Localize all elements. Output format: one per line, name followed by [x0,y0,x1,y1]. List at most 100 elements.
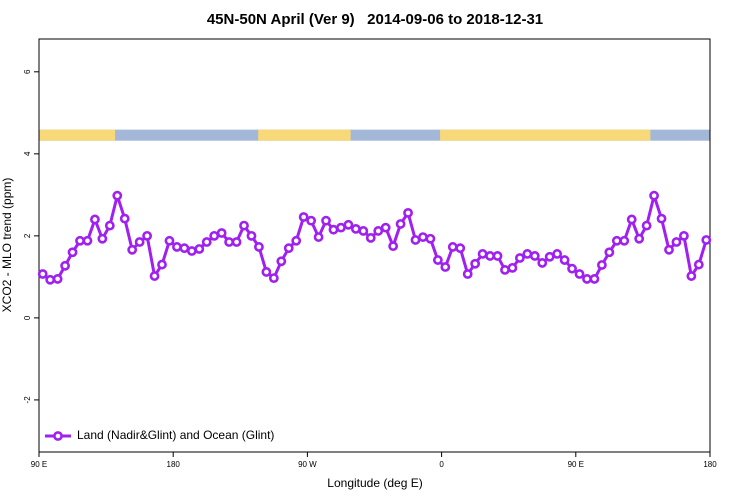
data-point [455,243,466,254]
data-point [514,253,525,263]
data-point [679,230,689,241]
data-point [649,190,659,201]
data-point [142,230,153,241]
data-point [641,220,652,231]
data-point [306,215,317,226]
data-point [611,235,622,246]
data-point [194,244,205,254]
y-tick-label: 2 [23,233,32,238]
data-point [686,271,697,281]
legend-label: Land (Nadir&Glint) and Ocean (Glint) [77,428,274,442]
y-tick-label: 4 [23,151,32,156]
data-point [37,269,48,279]
data-point [447,242,458,252]
data-point [604,247,615,258]
data-point [268,273,279,284]
data-point [52,274,63,284]
data-point [432,255,443,265]
data-point [410,235,421,245]
data-point [224,237,235,247]
x-tick-label: 90 W [298,460,317,469]
data-point [380,222,391,233]
y-tick-label: 6 [23,69,32,74]
data-point [507,262,518,273]
data-point [395,219,406,229]
data-point [634,233,645,244]
x-tick-label: 180 [167,460,181,469]
data-point [104,220,115,231]
data-point [179,243,190,254]
data-point [619,235,630,246]
land-strip [258,129,351,141]
data-point [298,212,309,222]
data-point [589,274,600,284]
data-point [403,207,413,218]
data-point [537,258,548,268]
data-point [283,243,294,254]
data-point [75,235,85,246]
data-point [440,262,451,272]
data-point [149,271,160,281]
data-point [470,258,481,269]
legend-marker [53,431,63,441]
y-tick-label: 0 [23,315,32,320]
data-point [582,274,592,284]
data-point [127,244,138,255]
data-point [574,269,585,279]
data-point [485,251,495,261]
data-point [544,251,555,262]
data-point [261,267,272,277]
data-point [425,233,436,244]
x-axis-label: Longitude (deg E) [327,476,422,490]
data-point [701,235,712,245]
data-point [500,265,510,275]
data-point [388,241,399,252]
data-point [216,228,227,238]
data-point [343,219,354,230]
data-point [82,235,93,246]
data-point [164,235,175,246]
data-point [492,251,503,261]
land-strip [440,129,651,141]
data-point [112,190,123,201]
data-point [373,226,384,236]
data-point [246,230,257,241]
data-point [626,214,637,225]
data-point [365,233,376,243]
y-tick-label: -2 [23,396,32,404]
data-point [529,251,540,261]
data-point [254,242,264,252]
data-point [157,259,167,270]
data-point [97,233,108,244]
data-point [596,260,607,270]
x-tick-label: 0 [439,460,444,469]
data-point [671,237,682,247]
data-point [350,223,361,234]
data-point [559,255,570,265]
data-point [462,269,473,279]
x-tick-label: 180 [703,460,717,469]
x-tick-label: 90 E [568,460,584,469]
data-point [336,222,346,233]
data-point [276,256,287,267]
plot-frame [38,38,711,453]
data-point [567,263,577,274]
land-strip [39,129,116,141]
data-point [693,259,704,270]
data-point [67,247,78,258]
data-point [209,230,220,241]
data-point [552,249,563,259]
data-point [90,214,100,225]
data-point [321,215,331,226]
data-point [231,237,242,247]
data-point [291,235,302,246]
data-point [328,224,339,235]
data-point [418,232,428,242]
y-axis-label: XCO2 - MLO trend (ppm) [0,178,14,313]
data-point [60,260,70,271]
data-point [201,237,212,247]
x-tick-label: 90 E [31,460,47,469]
data-point [522,249,533,259]
data-point [119,213,130,224]
